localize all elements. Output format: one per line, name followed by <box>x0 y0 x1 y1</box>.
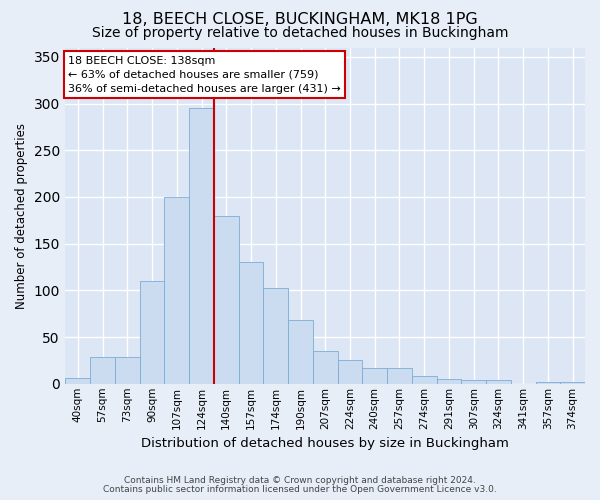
Bar <box>338 360 362 384</box>
Text: Contains HM Land Registry data © Crown copyright and database right 2024.: Contains HM Land Registry data © Crown c… <box>124 476 476 485</box>
Bar <box>387 368 412 384</box>
Bar <box>65 378 90 384</box>
Text: 18 BEECH CLOSE: 138sqm
← 63% of detached houses are smaller (759)
36% of semi-de: 18 BEECH CLOSE: 138sqm ← 63% of detached… <box>68 56 341 94</box>
Text: 18, BEECH CLOSE, BUCKINGHAM, MK18 1PG: 18, BEECH CLOSE, BUCKINGHAM, MK18 1PG <box>122 12 478 28</box>
Y-axis label: Number of detached properties: Number of detached properties <box>15 122 28 308</box>
Bar <box>362 368 387 384</box>
Bar <box>115 356 140 384</box>
Bar <box>486 380 511 384</box>
Bar <box>90 356 115 384</box>
X-axis label: Distribution of detached houses by size in Buckingham: Distribution of detached houses by size … <box>142 437 509 450</box>
Text: Size of property relative to detached houses in Buckingham: Size of property relative to detached ho… <box>92 26 508 40</box>
Bar <box>140 281 164 384</box>
Bar <box>560 382 585 384</box>
Bar <box>461 380 486 384</box>
Bar <box>412 376 437 384</box>
Bar <box>313 351 338 384</box>
Bar <box>437 379 461 384</box>
Bar <box>536 382 560 384</box>
Text: Contains public sector information licensed under the Open Government Licence v3: Contains public sector information licen… <box>103 485 497 494</box>
Bar <box>288 320 313 384</box>
Bar <box>263 288 288 384</box>
Bar <box>239 262 263 384</box>
Bar <box>214 216 239 384</box>
Bar <box>164 197 189 384</box>
Bar <box>189 108 214 384</box>
